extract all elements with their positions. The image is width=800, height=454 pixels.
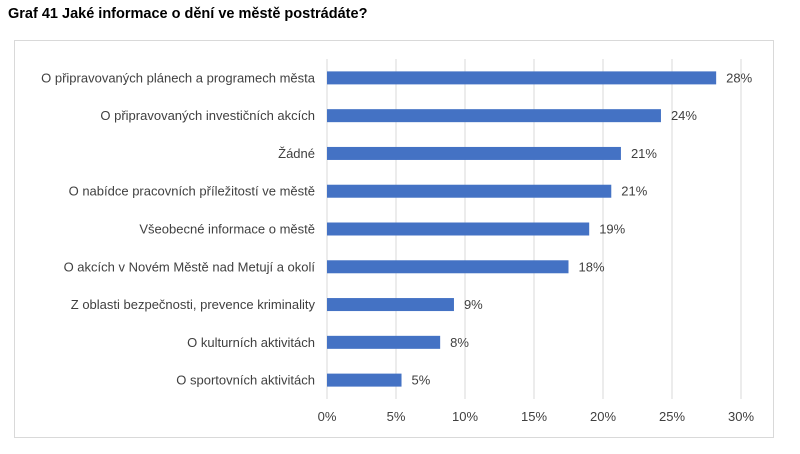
data-label: 5% — [412, 373, 431, 388]
bar — [327, 373, 402, 387]
x-tick-label: 5% — [387, 409, 406, 424]
data-label: 18% — [579, 259, 605, 274]
category-label: O akcích v Novém Městě nad Metují a okol… — [64, 259, 316, 274]
x-tick-label: 25% — [659, 409, 685, 424]
x-tick-label: 0% — [318, 409, 337, 424]
data-label: 21% — [621, 184, 647, 199]
bar — [327, 71, 717, 85]
bar — [327, 222, 590, 236]
bar — [327, 335, 441, 349]
chart-frame: O připravovaných plánech a programech mě… — [14, 40, 774, 438]
data-label: 21% — [631, 146, 657, 161]
x-tick-label: 30% — [728, 409, 754, 424]
bar — [327, 298, 454, 312]
category-label: Z oblasti bezpečnosti, prevence kriminal… — [71, 297, 316, 312]
category-label: Všeobecné informace o městě — [139, 222, 315, 237]
bar — [327, 146, 621, 160]
category-label: O kulturních aktivitách — [187, 335, 315, 350]
x-tick-label: 20% — [590, 409, 616, 424]
bar — [327, 109, 661, 123]
category-label: O připravovaných plánech a programech mě… — [41, 70, 316, 85]
x-tick-label: 10% — [452, 409, 478, 424]
page-title: Graf 41 Jaké informace o dění ve městě p… — [8, 6, 368, 22]
bar — [327, 260, 569, 274]
data-label: 9% — [464, 297, 483, 312]
category-label: O připravovaných investičních akcích — [100, 108, 315, 123]
category-label: O sportovních aktivitách — [176, 373, 315, 388]
x-tick-label: 15% — [521, 409, 547, 424]
bar — [327, 184, 612, 198]
category-label: Žádné — [278, 146, 315, 161]
data-label: 28% — [726, 70, 752, 85]
bar-chart: O připravovaných plánech a programech mě… — [41, 59, 755, 424]
category-labels: O připravovaných plánech a programech mě… — [41, 70, 316, 387]
data-labels: 28% 24% 21% 21% 19% 18% 9% 8% 5% — [412, 70, 753, 387]
bars — [327, 71, 717, 387]
category-label: O nabídce pracovních příležitostí ve měs… — [69, 184, 315, 199]
data-label: 24% — [671, 108, 697, 123]
x-axis-ticks: 0% 5% 10% 15% 20% 25% 30% — [318, 409, 755, 424]
data-label: 8% — [450, 335, 469, 350]
data-label: 19% — [599, 222, 625, 237]
